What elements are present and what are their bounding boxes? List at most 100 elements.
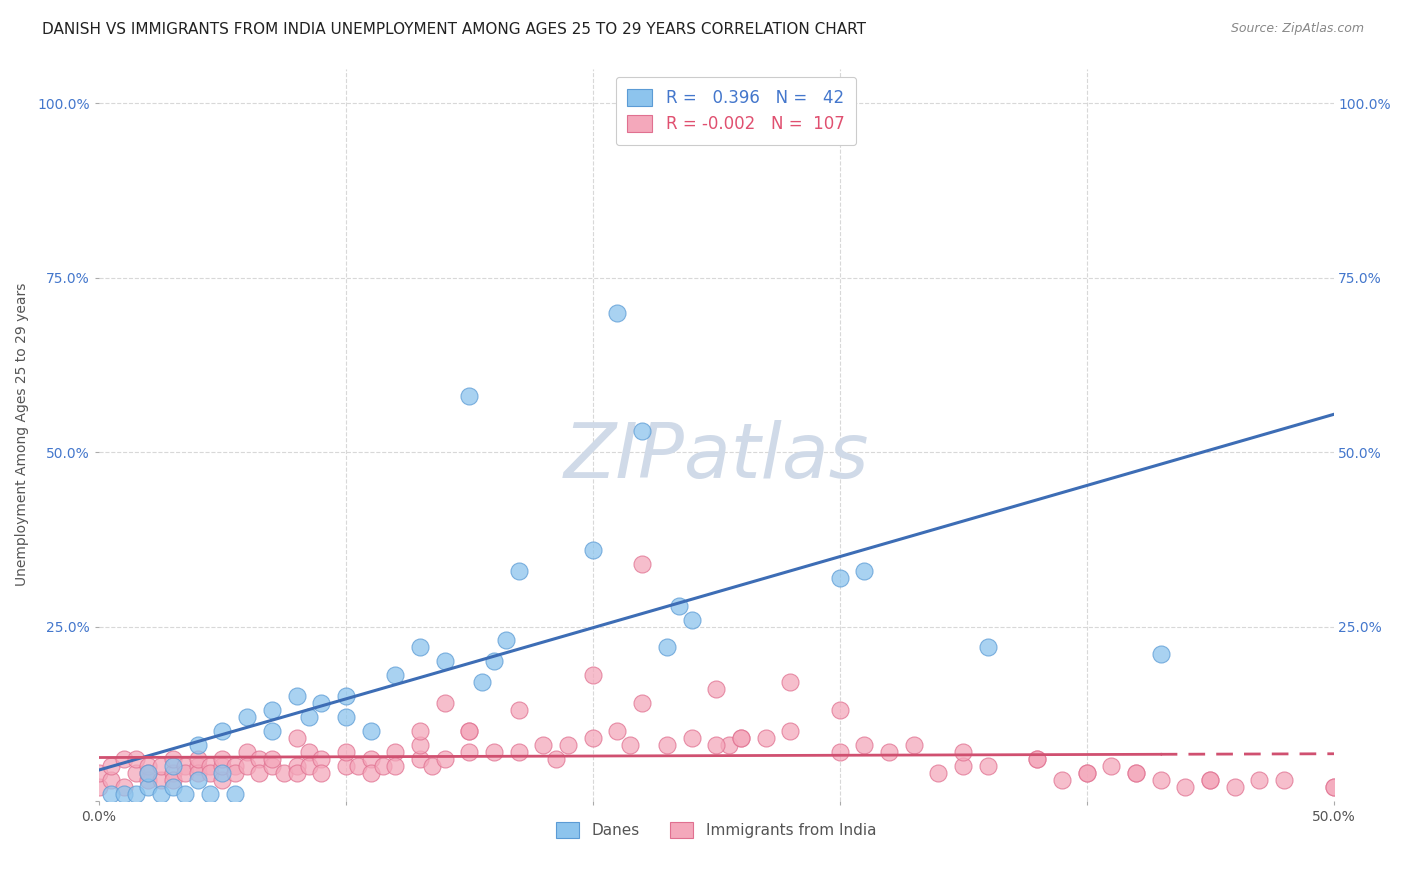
Point	[138, 766, 160, 780]
Point	[1150, 772, 1173, 787]
Point	[1150, 648, 1173, 662]
Point	[162, 772, 184, 787]
Point	[236, 759, 259, 773]
Point	[384, 668, 406, 682]
Point	[531, 738, 554, 752]
Point	[149, 787, 172, 801]
Point	[309, 766, 332, 780]
Point	[1125, 766, 1147, 780]
Point	[977, 759, 1000, 773]
Point	[458, 389, 481, 403]
Point	[360, 766, 382, 780]
Point	[508, 703, 530, 717]
Point	[100, 772, 122, 787]
Point	[273, 766, 295, 780]
Point	[508, 745, 530, 759]
Point	[347, 759, 370, 773]
Point	[1125, 766, 1147, 780]
Point	[582, 668, 605, 682]
Point	[211, 752, 233, 766]
Point	[298, 745, 321, 759]
Point	[853, 564, 876, 578]
Point	[1026, 752, 1049, 766]
Point	[224, 759, 246, 773]
Point	[335, 710, 357, 724]
Point	[384, 759, 406, 773]
Point	[187, 772, 209, 787]
Point	[1322, 780, 1344, 794]
Legend: Danes, Immigrants from India: Danes, Immigrants from India	[550, 816, 882, 845]
Point	[138, 759, 160, 773]
Point	[309, 696, 332, 710]
Point	[1099, 759, 1122, 773]
Point	[112, 752, 135, 766]
Point	[285, 766, 308, 780]
Point	[409, 752, 432, 766]
Point	[631, 696, 654, 710]
Point	[211, 724, 233, 739]
Point	[704, 738, 727, 752]
Point	[952, 745, 974, 759]
Point	[681, 613, 703, 627]
Point	[1272, 772, 1295, 787]
Point	[1223, 780, 1246, 794]
Point	[198, 759, 221, 773]
Point	[260, 703, 283, 717]
Point	[655, 640, 678, 655]
Point	[371, 759, 394, 773]
Point	[458, 724, 481, 739]
Point	[236, 710, 259, 724]
Point	[977, 640, 1000, 655]
Point	[409, 724, 432, 739]
Point	[125, 752, 148, 766]
Point	[174, 759, 197, 773]
Point	[187, 738, 209, 752]
Point	[631, 424, 654, 438]
Point	[508, 564, 530, 578]
Point	[162, 752, 184, 766]
Point	[606, 305, 628, 319]
Point	[360, 752, 382, 766]
Point	[1076, 766, 1098, 780]
Point	[125, 787, 148, 801]
Point	[828, 745, 851, 759]
Point	[162, 766, 184, 780]
Point	[335, 745, 357, 759]
Point	[174, 766, 197, 780]
Point	[779, 675, 801, 690]
Point	[1174, 780, 1197, 794]
Point	[260, 759, 283, 773]
Point	[730, 731, 752, 745]
Point	[433, 696, 456, 710]
Point	[87, 766, 110, 780]
Point	[482, 654, 505, 668]
Point	[249, 766, 271, 780]
Point	[309, 752, 332, 766]
Point	[260, 752, 283, 766]
Point	[285, 759, 308, 773]
Y-axis label: Unemployment Among Ages 25 to 29 years: Unemployment Among Ages 25 to 29 years	[15, 283, 30, 586]
Point	[112, 787, 135, 801]
Point	[162, 759, 184, 773]
Point	[1199, 772, 1222, 787]
Point	[668, 599, 690, 613]
Point	[285, 690, 308, 704]
Point	[162, 780, 184, 794]
Point	[877, 745, 900, 759]
Point	[828, 703, 851, 717]
Point	[125, 766, 148, 780]
Point	[224, 787, 246, 801]
Point	[655, 738, 678, 752]
Point	[471, 675, 494, 690]
Point	[681, 731, 703, 745]
Point	[544, 752, 567, 766]
Point	[198, 787, 221, 801]
Point	[1026, 752, 1049, 766]
Point	[704, 682, 727, 697]
Point	[495, 633, 517, 648]
Point	[138, 766, 160, 780]
Point	[174, 787, 197, 801]
Point	[249, 752, 271, 766]
Point	[211, 772, 233, 787]
Point	[100, 759, 122, 773]
